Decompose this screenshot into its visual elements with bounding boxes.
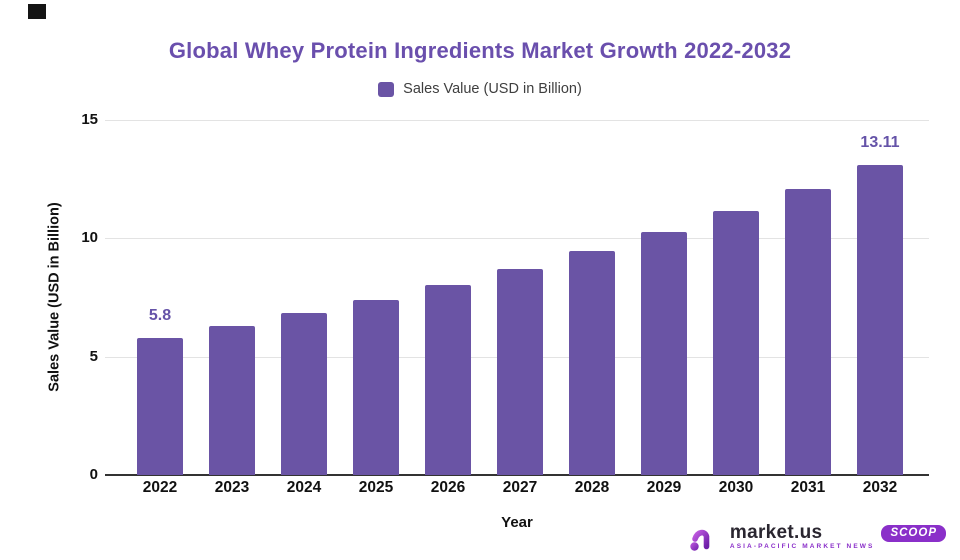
- x-tick-2029: 2029: [646, 479, 682, 496]
- bar-2025: [353, 299, 399, 475]
- logo-brand: market.us: [729, 522, 823, 544]
- plot-area: 5.8 13.11: [105, 120, 929, 476]
- gridline-15: [105, 120, 929, 121]
- marketus-logo-icon: [690, 524, 723, 551]
- legend-label: Sales Value (USD in Billion): [403, 81, 582, 97]
- bar-2024: [281, 313, 327, 475]
- x-tick-2025: 2025: [358, 479, 394, 496]
- bar-value-label-2032: 13.11: [860, 133, 900, 151]
- y-tick-5: 5: [89, 347, 98, 365]
- logo-text: market.us ASIA-PACIFIC MARKET NEWS: [730, 523, 875, 551]
- chart-title: Global Whey Protein Ingredients Market G…: [168, 38, 792, 63]
- x-axis-ticks: 2022 2023 2024 2025 2026 2027 2028 2029 2030 2031…: [105, 479, 929, 499]
- bar-2029: [641, 231, 687, 475]
- logo-tagline: ASIA-PACIFIC MARKET NEWS: [729, 543, 875, 551]
- x-tick-2023: 2023: [214, 479, 250, 496]
- x-tick-2022: 2022: [142, 479, 178, 496]
- bar-2030: [713, 211, 759, 475]
- x-tick-2026: 2026: [430, 479, 466, 496]
- scoop-badge: SCOOP: [881, 525, 946, 542]
- x-tick-2031: 2031: [790, 479, 826, 496]
- bar-2022: [137, 337, 183, 475]
- gridline-10: [105, 238, 929, 240]
- corner-mark: [28, 4, 46, 19]
- y-tick-15: 15: [81, 111, 98, 128]
- y-tick-10: 10: [81, 229, 98, 247]
- bar-2031: [785, 189, 831, 475]
- legend: Sales Value (USD in Billion): [0, 81, 960, 97]
- bar-value-label-2022: 5.8: [148, 306, 172, 324]
- x-axis-title: Year: [501, 514, 533, 531]
- x-axis-line: [105, 474, 929, 476]
- bar-2028: [569, 251, 615, 475]
- marketus-logo: market.us ASIA-PACIFIC MARKET NEWS SCOOP: [689, 522, 946, 552]
- bar-2026: [425, 284, 471, 475]
- bar-2027: [497, 268, 543, 475]
- x-tick-2032: 2032: [862, 479, 898, 496]
- y-axis-ticks: 0 5 10 15: [30, 111, 98, 483]
- x-tick-2030: 2030: [718, 479, 754, 496]
- bar-2023: [209, 326, 255, 475]
- legend-swatch: [378, 81, 395, 97]
- x-tick-2024: 2024: [286, 479, 322, 496]
- x-tick-2028: 2028: [574, 479, 610, 496]
- x-tick-2027: 2027: [502, 479, 538, 496]
- y-tick-0: 0: [89, 466, 98, 483]
- bar-2032: [857, 164, 903, 475]
